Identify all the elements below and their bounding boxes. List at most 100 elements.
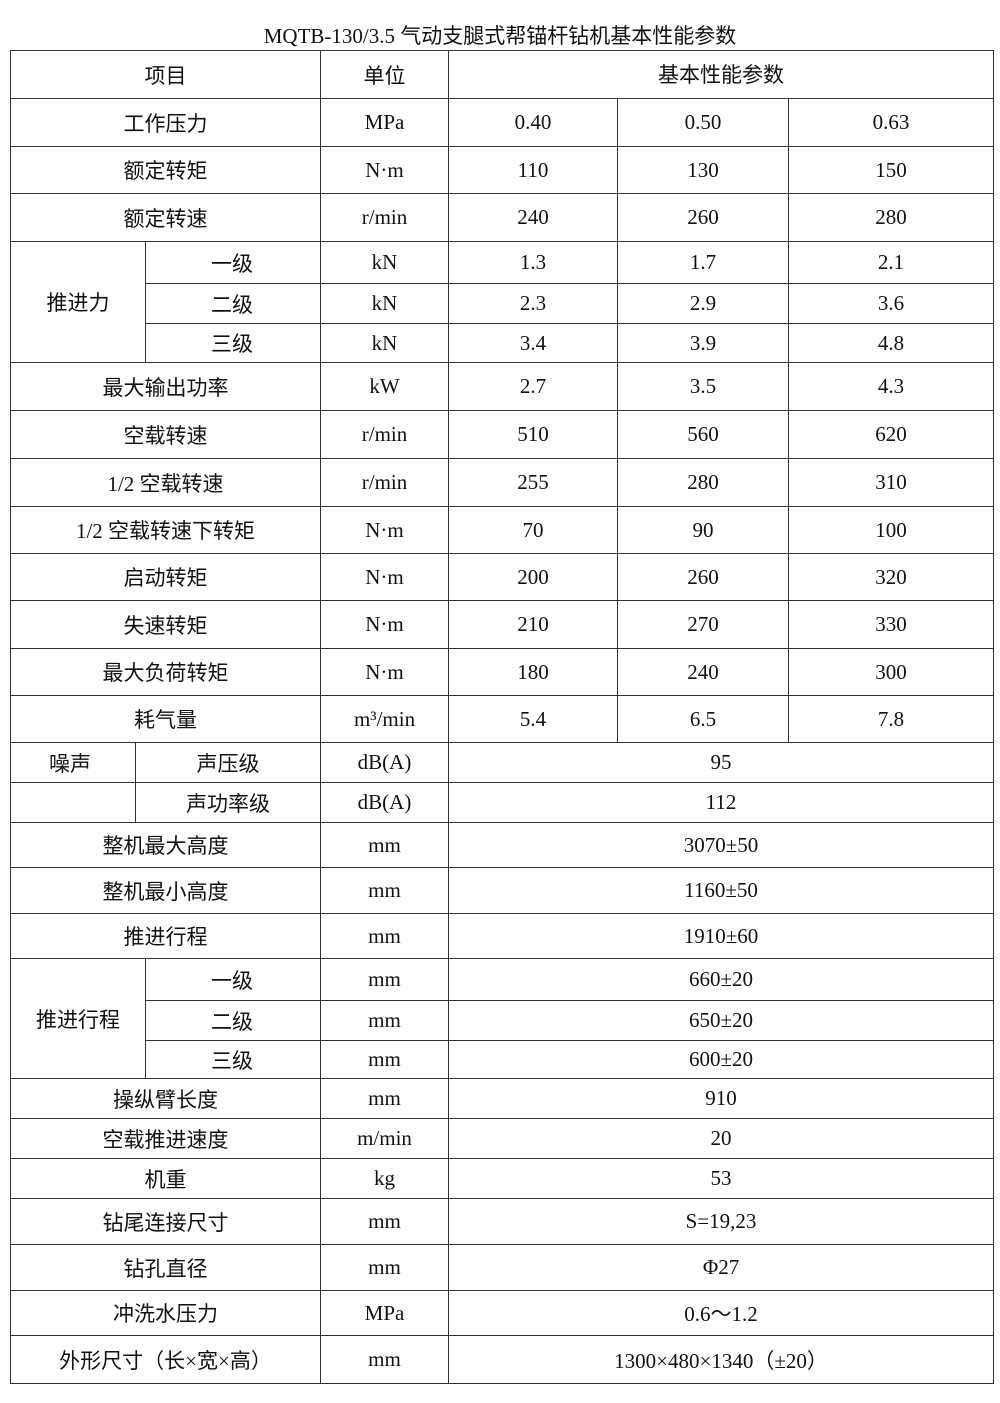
value-cell: 180 [448,648,619,696]
table-row: 钻孔直径 mm Φ27 [9,1244,995,1291]
table-row: 空载转速 r/min 510 560 620 [9,410,995,459]
item-label: 额定转矩 [9,146,322,194]
unit-cell: MPa [320,98,450,147]
item-label: 整机最大高度 [9,822,322,868]
value-cell: 53 [448,1158,995,1199]
value-cell: 280 [617,458,790,507]
unit-cell: dB(A) [320,742,450,783]
unit-cell: m³/min [320,695,450,743]
header-params: 基本性能参数 [448,50,995,99]
value-cell: 3.9 [617,323,790,363]
value-cell: 0.63 [788,98,995,147]
value-cell: 1300×480×1340（±20） [448,1335,995,1384]
unit-cell: kN [320,283,450,324]
table-row: 耗气量 m³/min 5.4 6.5 7.8 [9,695,995,743]
document-title: MQTB-130/3.5 气动支腿式帮锚杆钻机基本性能参数 [263,24,737,48]
value-cell: 150 [788,146,995,194]
subitem-label: 三级 [144,1040,322,1079]
unit-cell: N·m [320,146,450,194]
unit-cell: N·m [320,506,450,554]
value-cell: 4.3 [788,362,995,411]
item-label: 空载转速 [9,410,322,459]
subitem-label: 二级 [144,1000,322,1041]
item-label: 外形尺寸（长×宽×高） [9,1335,322,1384]
performance-table: 项目 单位 基本性能参数 工作压力 MPa 0.40 0.50 0.63 额定转矩 N·m 110 1… [9,50,995,1384]
table-row: 整机最大高度 mm 3070±50 [9,822,995,868]
table-row: 启动转矩 N·m 200 260 320 [9,553,995,601]
group-label: 推进行程 [10,958,146,1079]
value-cell: 510 [448,410,619,459]
value-cell: 910 [448,1078,995,1119]
unit-cell: r/min [320,458,450,507]
value-cell: 70 [448,506,619,554]
table-row: 额定转速 r/min 240 260 280 [9,193,995,242]
unit-cell: N·m [320,600,450,649]
unit-cell: mm [320,867,450,914]
value-cell: 20 [448,1118,995,1159]
value-cell: 2.3 [448,283,619,324]
unit-cell: mm [320,1078,450,1119]
unit-cell: mm [320,1198,450,1245]
unit-cell: N·m [320,553,450,601]
subitem-label: 一级 [144,241,322,284]
value-cell: 240 [448,193,619,242]
table-row: 声功率级 dB(A) 112 [10,782,995,823]
table-row: 1/2 空载转速 r/min 255 280 310 [9,458,995,507]
unit-cell: mm [320,1000,450,1041]
value-cell: 2.7 [448,362,619,411]
value-cell: 1910±60 [448,913,995,959]
table-row: 三级 mm 600±20 [11,1040,995,1079]
group-label: 推进力 [10,241,146,363]
unit-cell: mm [320,1040,450,1079]
unit-cell: kW [320,362,450,411]
table-row: 工作压力 MPa 0.40 0.50 0.63 [9,98,995,147]
subitem-label: 声功率级 [134,782,322,823]
unit-cell: mm [320,1335,450,1384]
value-cell: 560 [617,410,790,459]
value-cell: 660±20 [448,958,995,1001]
unit-cell: r/min [320,193,450,242]
item-label: 钻孔直径 [9,1244,322,1291]
unit-cell: m/min [320,1118,450,1159]
value-cell: 600±20 [448,1040,995,1079]
item-label: 操纵臂长度 [9,1078,322,1119]
item-label: 额定转速 [9,193,322,242]
table-row: 操纵臂长度 mm 910 [9,1078,995,1119]
table-row: 推进行程 一级 mm 660±20 [10,958,995,1079]
unit-cell: dB(A) [320,782,450,823]
value-cell: 1.7 [617,241,790,284]
value-cell: 1.3 [448,241,619,284]
unit-cell: mm [320,913,450,959]
value-cell: 6.5 [617,695,790,743]
table-row: 额定转矩 N·m 110 130 150 [9,146,995,194]
unit-cell: kN [320,241,450,284]
table-row: 整机最小高度 mm 1160±50 [9,867,995,914]
value-cell: 7.8 [788,695,995,743]
table-row: 空载推进速度 m/min 20 [9,1118,995,1159]
table-row: 钻尾连接尺寸 mm S=19,23 [9,1198,995,1245]
item-label: 空载推进速度 [9,1118,322,1159]
table-row: 三级 kN 3.4 3.9 4.8 [11,323,995,363]
empty-cell [10,782,136,823]
value-cell: 2.1 [788,241,995,284]
value-cell: 320 [788,553,995,601]
value-cell: 110 [448,146,619,194]
table-row: 外形尺寸（长×宽×高） mm 1300×480×1340（±20） [9,1335,995,1384]
table-row: 机重 kg 53 [9,1158,995,1199]
item-label: 工作压力 [9,98,322,147]
subitem-label: 一级 [144,958,322,1001]
subitem-label: 声压级 [134,742,322,783]
item-label: 1/2 空载转速下转矩 [9,506,322,554]
table-row: 二级 mm 650±20 [11,1000,995,1041]
value-cell: 210 [448,600,619,649]
header-unit: 单位 [320,50,450,99]
table-row: 二级 kN 2.3 2.9 3.6 [11,283,995,324]
value-cell: S=19,23 [448,1198,995,1245]
unit-cell: N·m [320,648,450,696]
table-row: 冲洗水压力 MPa 0.6～1.2 [9,1290,995,1336]
value-cell: 5.4 [448,695,619,743]
value-cell: 130 [617,146,790,194]
value-cell: 310 [788,458,995,507]
item-label: 机重 [9,1158,322,1199]
value-cell: Φ27 [448,1244,995,1291]
